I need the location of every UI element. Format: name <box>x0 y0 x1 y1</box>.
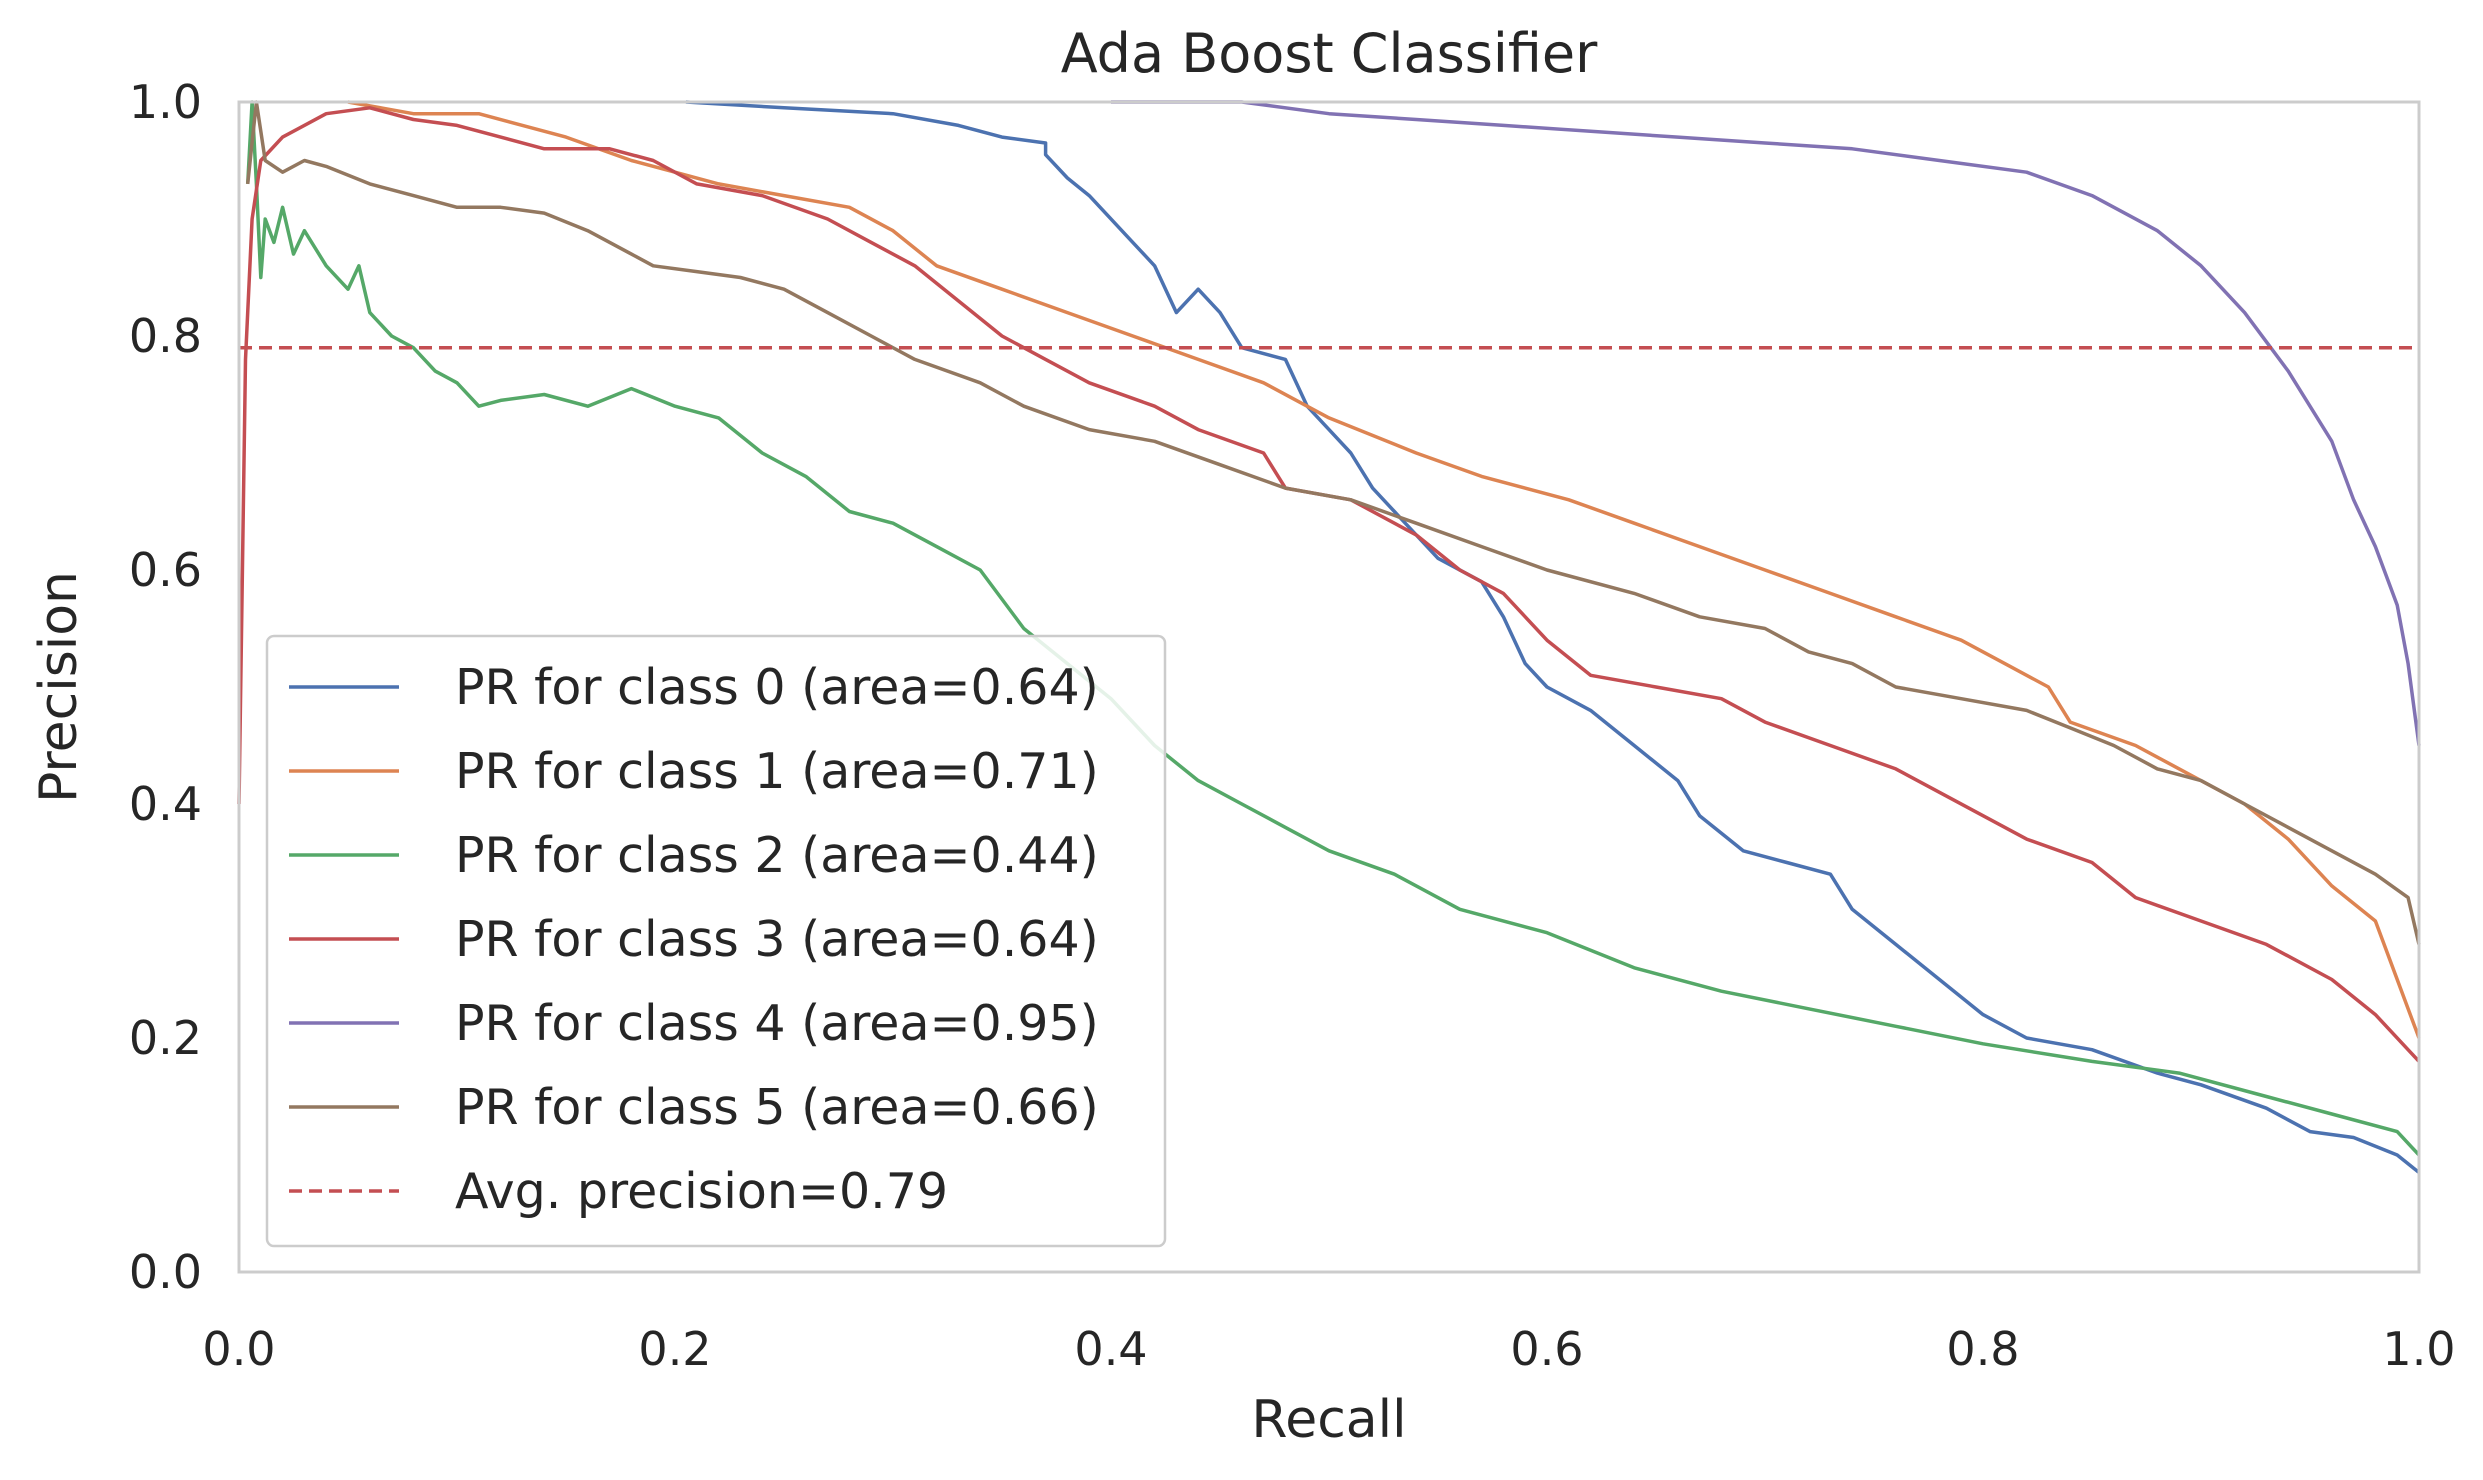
y-tick-label: 1.0 <box>129 75 202 129</box>
x-axis-label: Recall <box>1251 1390 1406 1450</box>
x-tick-label: 0.6 <box>1510 1322 1583 1376</box>
legend-entry-label: PR for class 3 (area=0.64) <box>455 911 1099 968</box>
legend-entry-label: Avg. precision=0.79 <box>455 1163 948 1220</box>
x-tick-label: 0.8 <box>1946 1322 2019 1376</box>
legend-box <box>265 634 1167 1248</box>
chart-title: Ada Boost Classifier <box>1061 22 1598 85</box>
y-tick-label: 0.0 <box>129 1245 202 1299</box>
x-tick-label: 0.4 <box>1074 1322 1147 1376</box>
y-tick-labels: 0.0 0.2 0.4 0.6 0.8 1.0 <box>129 75 202 1299</box>
x-tick-label: 0.2 <box>638 1322 711 1376</box>
series-line-class-4 <box>1111 100 2421 746</box>
legend-entry-label: PR for class 2 (area=0.44) <box>455 827 1099 884</box>
y-tick-label: 0.2 <box>129 1011 202 1065</box>
series-line-class-3 <box>237 106 2421 1063</box>
y-tick-label: 0.4 <box>129 777 202 831</box>
legend-entry-label: PR for class 1 (area=0.71) <box>455 743 1099 800</box>
y-tick-label: 0.6 <box>129 543 202 597</box>
series-line-class-1 <box>347 100 2421 1039</box>
legend-entry-label: PR for class 0 (area=0.64) <box>455 659 1099 716</box>
series-line-class-2 <box>245 100 2421 1157</box>
legend-entry-label: PR for class 4 (area=0.95) <box>455 995 1099 1052</box>
legend-entry-label: PR for class 5 (area=0.66) <box>455 1079 1099 1136</box>
series-layer <box>237 100 2421 1174</box>
plot-frame <box>237 100 2421 1274</box>
series-line-class-5 <box>245 100 2421 945</box>
legend: PR for class 0 (area=0.64) PR for class 1… <box>265 634 1167 1248</box>
x-tick-label: 0.0 <box>202 1322 275 1376</box>
x-tick-labels: 0.0 0.2 0.4 0.6 0.8 1.0 <box>202 1322 2455 1376</box>
x-tick-label: 1.0 <box>2382 1322 2455 1376</box>
y-tick-label: 0.8 <box>129 309 202 363</box>
y-axis-label: Precision <box>29 571 89 803</box>
